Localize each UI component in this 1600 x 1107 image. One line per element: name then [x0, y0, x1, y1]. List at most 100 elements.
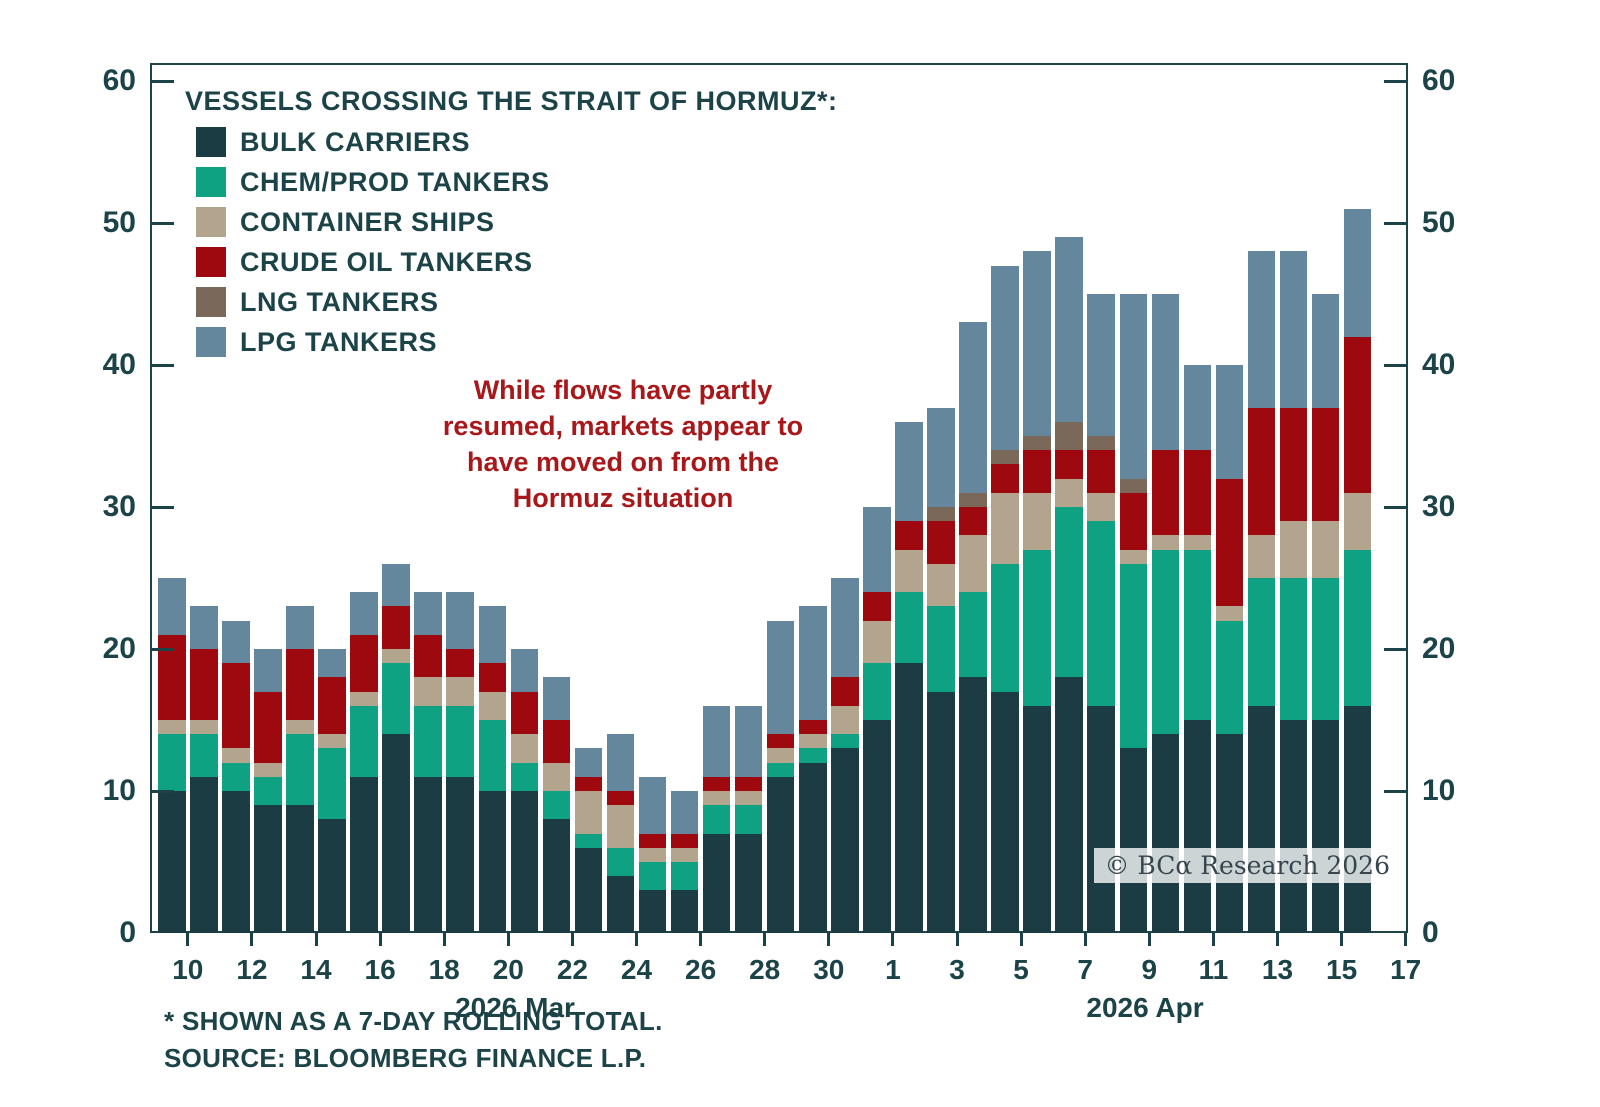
y-axis-label-right-20: 20	[1422, 632, 1456, 665]
bar-mar-10-crude-oil-tankers	[190, 649, 218, 720]
legend-label-container-ships: CONTAINER SHIPS	[240, 206, 495, 237]
bar-apr-9-crude-oil-tankers	[1151, 450, 1180, 536]
bar-mar-18-lpg-tankers	[446, 592, 474, 649]
bar-apr-6-chem-prod-tankers	[1055, 507, 1083, 678]
bar-apr-6-lpg-tankers	[1055, 237, 1083, 422]
bar-apr-11-lpg-tankers	[1215, 365, 1244, 479]
bar-mar-18-container-ships	[446, 677, 474, 706]
bar-mar-30-crude-oil-tankers	[831, 677, 859, 706]
x-tickmark-11	[1211, 933, 1215, 946]
bar-apr-13-crude-oil-tankers	[1279, 407, 1308, 522]
bar-apr-4-container-ships	[991, 492, 1019, 564]
bar-mar-30-chem-prod-tankers	[831, 734, 859, 749]
bar-mar-28-crude-oil-tankers	[766, 734, 795, 749]
bar-apr-7-crude-oil-tankers	[1087, 450, 1115, 493]
bar-apr-10-chem-prod-tankers	[1183, 549, 1212, 720]
bar-apr-13-lpg-tankers	[1279, 251, 1308, 408]
x-tickmark-13	[1276, 933, 1279, 946]
bar-mar-23-chem-prod-tankers	[606, 847, 635, 877]
y-tickmark-right-50	[1384, 221, 1406, 225]
bar-apr-4-crude-oil-tankers	[991, 464, 1019, 493]
footnotes: * SHOWN AS A 7-DAY ROLLING TOTAL. SOURCE…	[164, 1006, 663, 1080]
bar-mar-30-container-ships	[831, 705, 859, 735]
legend-item-crude-oil-tankers: CRUDE OIL TANKERS	[196, 247, 885, 277]
y-tickmark-right-30	[1384, 505, 1406, 509]
x-tickmark-10	[186, 933, 190, 946]
bar-apr-14-crude-oil-tankers	[1311, 407, 1340, 522]
x-tickmark-22	[570, 933, 574, 946]
x-axis-label-3: 3	[949, 954, 965, 985]
bar-mar-22-crude-oil-tankers	[574, 776, 603, 791]
bar-mar-30-lpg-tankers	[831, 578, 859, 678]
bar-mar-11-crude-oil-tankers	[222, 663, 250, 749]
legend-swatch-icon-lng-tankers	[196, 287, 226, 317]
legend-label-crude-oil-tankers: CRUDE OIL TANKERS	[240, 246, 533, 277]
bar-apr-9-chem-prod-tankers	[1151, 549, 1180, 735]
bar-mar-27-lpg-tankers	[734, 705, 763, 777]
x-axis-label-9: 9	[1141, 954, 1158, 985]
bar-mar-21-bulk-carriers	[542, 819, 571, 933]
bar-mar-22-bulk-carriers	[574, 847, 603, 933]
legend-item-chem-prod-tankers: CHEM/PROD TANKERS	[196, 167, 885, 197]
y-axis-label-left-20: 20	[102, 632, 136, 665]
bar-apr-8-lpg-tankers	[1119, 294, 1148, 479]
bar-apr-15-container-ships	[1343, 492, 1372, 550]
legend-swatch-icon-lpg-tankers	[196, 327, 226, 357]
legend-label-chem-prod-tankers: CHEM/PROD TANKERS	[240, 166, 550, 197]
x-axis-label-16: 16	[364, 954, 396, 985]
bar-apr-10-lpg-tankers	[1183, 365, 1212, 451]
bar-apr-2-chem-prod-tankers	[927, 606, 955, 692]
bar-mar-14-lpg-tankers	[318, 649, 346, 678]
x-tickmark-30	[827, 933, 831, 946]
legend-item-lpg-tankers: LPG TANKERS	[196, 327, 885, 357]
bar-apr-12-bulk-carriers	[1247, 705, 1276, 933]
bar-apr-13-bulk-carriers	[1279, 720, 1308, 933]
bar-apr-2-bulk-carriers	[927, 691, 955, 933]
bar-mar-28-lpg-tankers	[766, 620, 795, 735]
y-tickmark-right-10	[1384, 789, 1406, 793]
bar-mar-27-chem-prod-tankers	[734, 805, 763, 834]
bar-mar-14-container-ships	[318, 734, 346, 749]
bar-mar-31-crude-oil-tankers	[863, 592, 891, 621]
bar-mar-17-crude-oil-tankers	[414, 634, 442, 678]
bar-mar-23-crude-oil-tankers	[606, 791, 635, 806]
x-axis-label-10: 10	[172, 954, 204, 985]
bar-apr-4-bulk-carriers	[991, 691, 1019, 933]
bar-apr-2-container-ships	[927, 563, 955, 607]
bar-mar-15-crude-oil-tankers	[350, 634, 378, 692]
bar-mar-20-lpg-tankers	[510, 649, 539, 692]
bar-apr-1-chem-prod-tankers	[895, 592, 923, 664]
bar-mar-12-chem-prod-tankers	[254, 776, 282, 806]
bar-mar-18-chem-prod-tankers	[446, 705, 474, 777]
x-axis-title-2026-apr: 2026 Apr	[1086, 992, 1204, 1023]
x-axis-label-12: 12	[236, 954, 268, 985]
bar-apr-3-crude-oil-tankers	[959, 507, 987, 536]
bar-mar-10-bulk-carriers	[190, 776, 218, 933]
bar-mar-14-bulk-carriers	[318, 819, 346, 933]
bar-mar-31-bulk-carriers	[863, 720, 891, 933]
legend-swatch-icon-bulk-carriers	[196, 127, 226, 157]
x-tickmark-12	[250, 933, 254, 946]
bar-mar-26-lpg-tankers	[702, 705, 731, 777]
x-tickmark-9	[1147, 933, 1151, 946]
bar-mar-26-crude-oil-tankers	[702, 776, 731, 791]
bar-apr-8-bulk-carriers	[1119, 748, 1148, 933]
y-tickmark-left-10	[152, 789, 174, 793]
bar-apr-3-bulk-carriers	[959, 677, 987, 933]
bar-apr-15-crude-oil-tankers	[1343, 336, 1372, 493]
bar-mar-22-lpg-tankers	[574, 748, 603, 777]
bar-apr-12-lpg-tankers	[1247, 251, 1276, 408]
chart-title: VESSELS CROSSING THE STRAIT OF HORMUZ*:	[185, 86, 838, 116]
x-axis-label-26: 26	[685, 954, 717, 985]
y-tickmark-left-30	[152, 505, 174, 509]
bar-apr-7-bulk-carriers	[1087, 705, 1115, 933]
x-axis-label-24: 24	[620, 954, 653, 985]
bar-mar-30-bulk-carriers	[831, 748, 859, 933]
x-tickmark-5	[1019, 933, 1023, 946]
bar-apr-4-lpg-tankers	[991, 265, 1019, 451]
bar-mar-10-chem-prod-tankers	[190, 734, 218, 777]
legend: VESSELS CROSSING THE STRAIT OF HORMUZ*: …	[185, 86, 885, 367]
x-axis-label-18: 18	[428, 954, 460, 985]
x-tickmark-17	[1404, 933, 1408, 946]
bar-apr-10-container-ships	[1183, 535, 1212, 550]
